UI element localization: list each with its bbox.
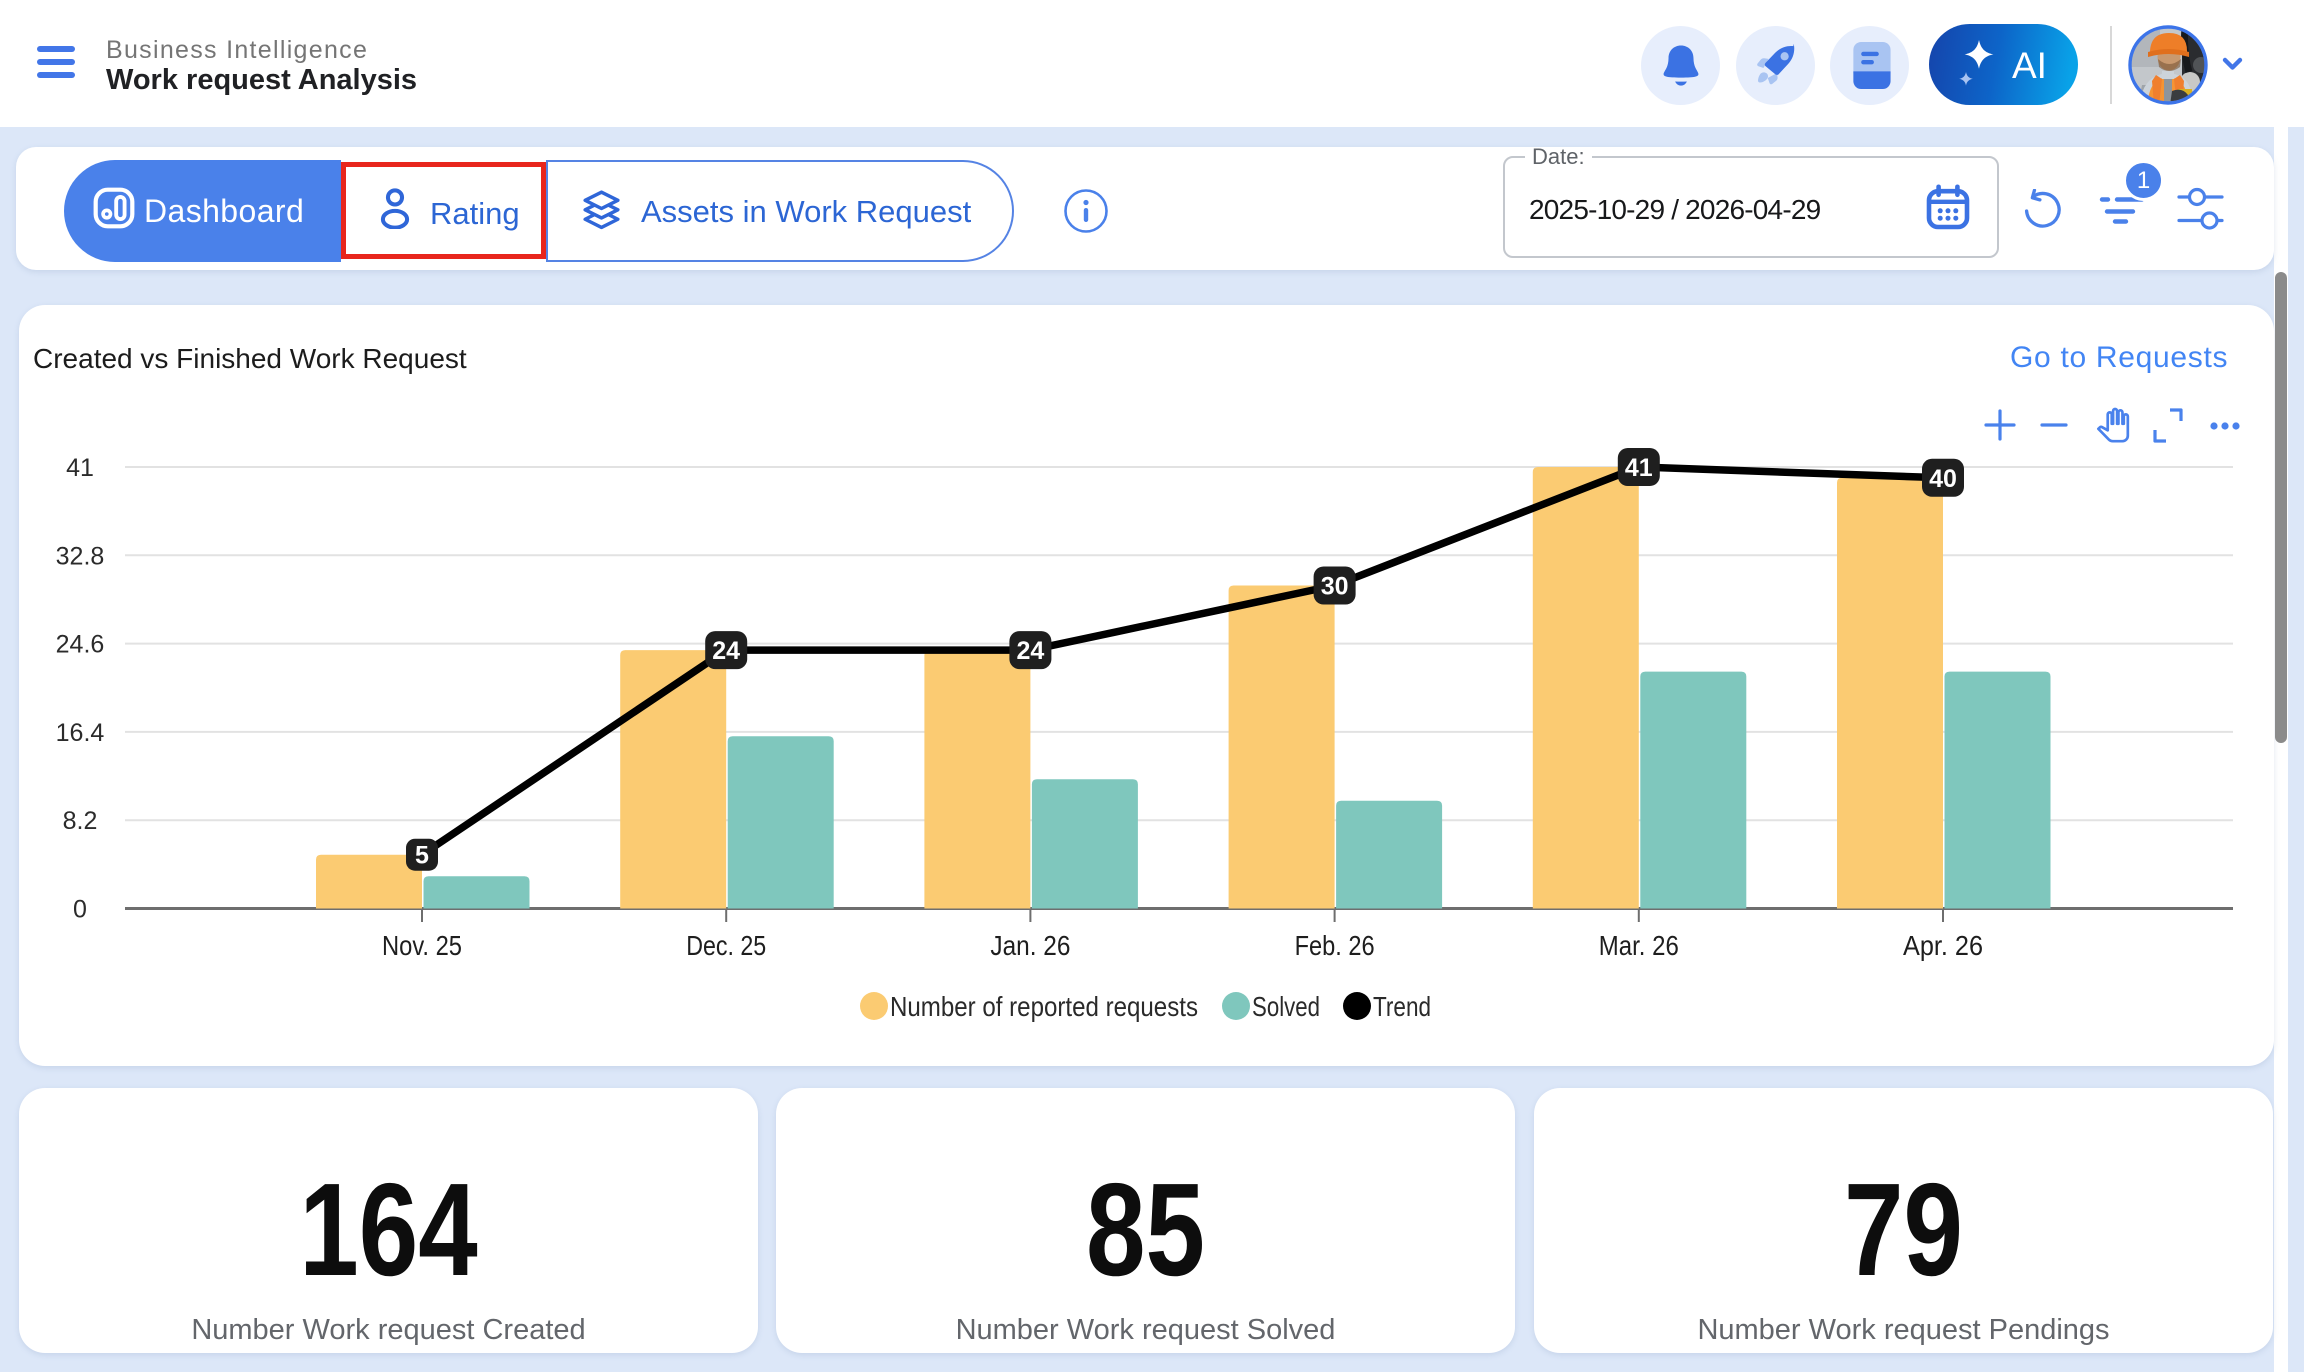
svg-text:41: 41 xyxy=(66,454,94,482)
svg-text:Mar. 26: Mar. 26 xyxy=(1599,930,1679,961)
svg-text:5: 5 xyxy=(415,842,429,870)
svg-text:16.4: 16.4 xyxy=(56,719,105,747)
svg-text:24: 24 xyxy=(1016,637,1044,665)
svg-text:Solved: Solved xyxy=(1252,991,1320,1022)
svg-text:Jan. 26: Jan. 26 xyxy=(990,930,1070,961)
svg-text:Feb. 26: Feb. 26 xyxy=(1295,930,1375,961)
svg-text:Apr. 26: Apr. 26 xyxy=(1903,930,1983,961)
svg-text:Trend: Trend xyxy=(1373,991,1431,1022)
svg-text:41: 41 xyxy=(1625,454,1653,482)
svg-text:8.2: 8.2 xyxy=(63,807,98,835)
svg-text:Number of reported requests: Number of reported requests xyxy=(890,991,1198,1022)
svg-text:Dec. 25: Dec. 25 xyxy=(686,930,766,961)
svg-text:40: 40 xyxy=(1929,465,1957,493)
svg-text:30: 30 xyxy=(1321,573,1349,601)
svg-text:32.8: 32.8 xyxy=(56,542,105,570)
svg-text:24: 24 xyxy=(712,637,740,665)
svg-text:0: 0 xyxy=(73,896,87,924)
svg-text:24.6: 24.6 xyxy=(56,631,105,659)
svg-text:Nov. 25: Nov. 25 xyxy=(382,930,462,961)
